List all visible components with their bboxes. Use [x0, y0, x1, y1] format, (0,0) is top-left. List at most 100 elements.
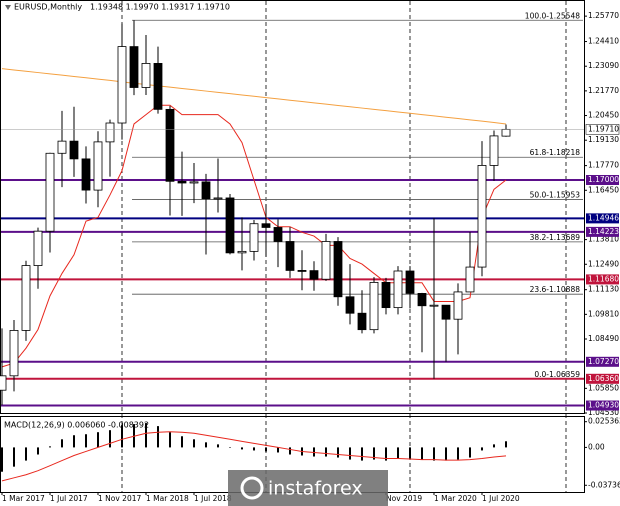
- fib-label: 0.0-1.06359: [534, 370, 580, 379]
- level-label: 1.06360: [588, 374, 619, 383]
- candle-body: [93, 141, 103, 191]
- level-box: [586, 213, 619, 224]
- y-tick-label: 1.17770: [588, 161, 619, 170]
- level-box: [586, 356, 619, 367]
- y-tick-label: 1.11130: [588, 285, 619, 294]
- candle-body: [105, 122, 115, 143]
- x-tick-label: 1 Jul 2017: [50, 494, 88, 503]
- y-tick-label: 1.04530: [588, 408, 619, 417]
- candle-body: [69, 140, 79, 160]
- candle-body: [225, 197, 235, 254]
- price-label: 1.19710: [588, 124, 619, 133]
- macd-label: MACD(12,26,9) 0.006060 -0.008392: [4, 421, 149, 430]
- y-tick-label: 1.25770: [588, 11, 619, 20]
- indicator-line: [1, 68, 507, 125]
- candle-body: [45, 152, 55, 232]
- candle-body: [273, 227, 283, 242]
- candle-body: [429, 304, 439, 307]
- candle-body: [81, 158, 91, 191]
- y-tick-label: 1.13810: [588, 235, 619, 244]
- x-tick-label: 1 Mar 2017: [2, 494, 45, 503]
- level-box: [586, 226, 619, 237]
- fib-label: 23.6-1.10888: [530, 285, 581, 294]
- candle-body: [441, 304, 451, 320]
- candle-body: [285, 241, 295, 271]
- y-tick-label: 1.19130: [588, 135, 619, 144]
- x-tick-label: 1 Jul 2018: [194, 494, 232, 503]
- candle-body: [261, 223, 271, 228]
- candle-body: [393, 270, 403, 309]
- watermark-text: instaforex: [268, 478, 363, 500]
- level-box: [586, 274, 619, 285]
- candle-body: [57, 140, 67, 154]
- x-tick-label: 1 Nov 2017: [98, 494, 141, 503]
- candle-body: [489, 135, 499, 166]
- candle-body: [465, 266, 475, 293]
- level-box: [586, 175, 619, 186]
- symbol-icon: [5, 5, 11, 10]
- candle-body: [9, 330, 19, 377]
- y-tick-label: 1.12490: [588, 259, 619, 268]
- candle-body: [309, 270, 319, 280]
- y-tick-label: 1.08490: [588, 334, 619, 343]
- x-tick-label: 1 Jul 2020: [482, 494, 520, 503]
- ohlc: 1.19348 1.19970 1.19317 1.19710: [90, 3, 230, 12]
- macd-tick-label: 0.025363: [588, 417, 620, 426]
- candle-body: [33, 230, 43, 266]
- macd-tick-label: 0.00: [588, 442, 605, 451]
- candle-body: [369, 281, 379, 331]
- candle-body: [345, 296, 355, 314]
- level-label: 1.07270: [588, 357, 619, 366]
- watermark: instaforex: [228, 470, 388, 506]
- candle-body: [141, 63, 151, 88]
- candle-body: [201, 181, 211, 200]
- candle-body: [189, 181, 199, 184]
- candle-body: [417, 293, 427, 307]
- price-box: [585, 124, 620, 135]
- indicator-line: [1, 104, 507, 368]
- y-tick-label: 1.09810: [588, 309, 619, 318]
- candle-body: [477, 165, 487, 268]
- x-tick-label: Nov 2019: [386, 494, 422, 503]
- fib-label: 100.0-1.25548: [525, 11, 580, 20]
- fib-label: 38.2-1.13689: [530, 233, 581, 242]
- candle-body: [357, 312, 367, 331]
- symbol: EURUSD,Monthly: [14, 3, 82, 12]
- candle-body: [117, 46, 127, 124]
- level-box: [586, 400, 619, 411]
- candle-body: [237, 250, 247, 254]
- x-tick-label: 1 Mar 2018: [146, 494, 189, 503]
- y-tick-label: 1.05850: [588, 383, 619, 392]
- candle-body: [129, 46, 139, 88]
- candle-body: [501, 128, 511, 137]
- candle-body: [213, 197, 223, 200]
- candle-body: [153, 63, 163, 110]
- y-tick-label: 1.16450: [588, 185, 619, 194]
- fib-label: 61.8-1.18218: [530, 148, 581, 157]
- macd-tick-label: -0.037362: [588, 480, 620, 489]
- y-tick-label: 1.20450: [588, 111, 619, 120]
- level-label: 1.04930: [588, 401, 619, 410]
- fib-label: 50.0-1.15953: [530, 191, 581, 200]
- level-label: 1.17000: [588, 175, 619, 184]
- candle-body: [0, 375, 7, 391]
- candle-body: [453, 291, 463, 320]
- macd-signal: [1, 431, 507, 482]
- candle-body: [21, 265, 31, 331]
- candle-body: [381, 281, 391, 309]
- level-label: 1.14946: [588, 213, 619, 222]
- candle-body: [249, 223, 259, 252]
- main-panel: [0, 0, 585, 414]
- x-tick-label: 1 Mar 2020: [434, 494, 477, 503]
- y-tick-label: 1.21770: [588, 86, 619, 95]
- candle-body: [297, 270, 307, 272]
- y-tick-label: 1.23090: [588, 61, 619, 70]
- candle-body: [321, 241, 331, 280]
- candle-body: [333, 241, 343, 298]
- level-box: [586, 373, 619, 384]
- candle-body: [177, 180, 187, 184]
- level-label: 1.14223: [588, 227, 619, 236]
- candle-body: [405, 270, 415, 294]
- candle-body: [165, 108, 175, 182]
